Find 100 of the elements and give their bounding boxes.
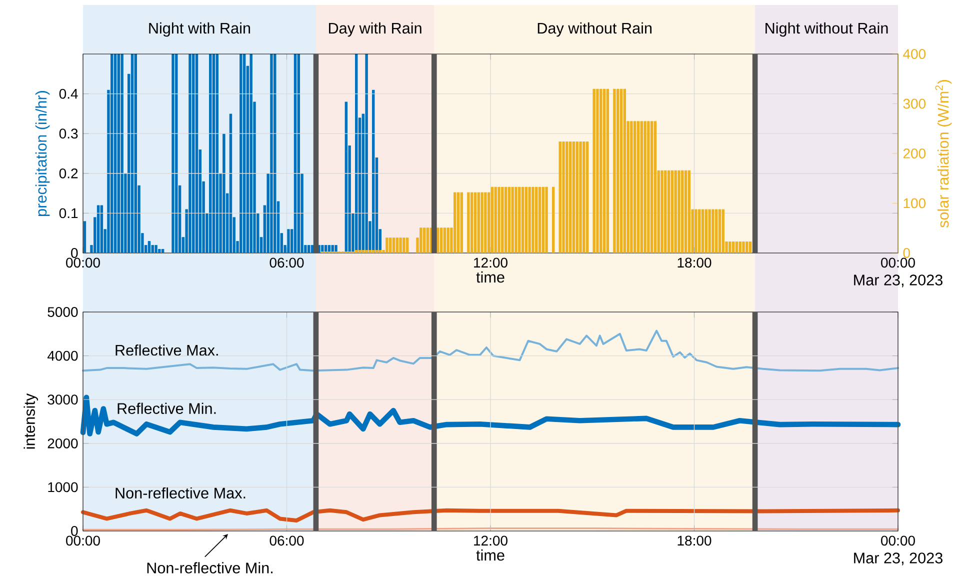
bar <box>568 142 572 253</box>
bar <box>294 54 297 253</box>
bar <box>718 209 722 253</box>
bar <box>620 88 623 253</box>
bar <box>514 186 518 253</box>
bar <box>212 54 216 253</box>
series-label: Reflective Max. <box>116 344 218 356</box>
bar <box>586 142 589 253</box>
y2-tick-label: 100 <box>904 198 926 208</box>
bar <box>714 209 718 253</box>
bar <box>96 205 100 253</box>
bar <box>287 229 290 253</box>
bar <box>623 88 626 253</box>
bar <box>600 88 602 253</box>
bar <box>83 221 86 253</box>
bar <box>518 186 521 253</box>
bar <box>250 54 252 253</box>
bar <box>524 186 528 253</box>
bar <box>443 228 446 253</box>
bar <box>154 245 158 253</box>
y2-axis-title: solar radiation (W/m$^{2}$) <box>935 80 952 228</box>
text: Non-reflective Min. <box>147 562 272 574</box>
bar <box>521 186 524 253</box>
bar <box>392 238 396 253</box>
bar <box>647 121 650 253</box>
bar <box>362 250 365 253</box>
band-label: Night with Rain <box>149 22 250 37</box>
bar <box>440 228 443 253</box>
bar <box>120 54 124 253</box>
bar <box>420 228 422 253</box>
bar <box>748 242 752 253</box>
bar <box>114 54 117 253</box>
bar <box>579 142 582 253</box>
bar <box>712 209 714 253</box>
bar <box>208 54 212 253</box>
x-tick-label: 12:00 <box>474 536 508 546</box>
text: Mar 23, 2023 <box>854 552 942 566</box>
bar <box>728 242 732 253</box>
bar <box>508 186 511 253</box>
bar <box>613 88 616 253</box>
bar <box>344 102 348 253</box>
bar <box>722 209 724 253</box>
bar <box>636 121 640 253</box>
bar <box>242 54 246 253</box>
bar <box>110 54 114 253</box>
bar <box>664 170 667 253</box>
bar <box>192 54 195 253</box>
bar <box>602 88 606 253</box>
band-label: Day without Rain <box>538 22 652 37</box>
bar <box>229 114 232 253</box>
bar <box>270 54 273 253</box>
bar <box>606 88 610 253</box>
bar <box>498 186 500 253</box>
bar <box>678 170 680 253</box>
y-axis-title: intensity <box>24 393 38 449</box>
y-tick-label: 0 <box>71 526 78 536</box>
bar <box>386 238 388 253</box>
x-axis-title: time <box>476 549 504 561</box>
bar <box>701 209 704 253</box>
bar <box>426 228 430 253</box>
bar <box>746 242 748 253</box>
x-tick-label: 00:00 <box>881 536 915 546</box>
bar <box>616 88 620 253</box>
bar <box>566 142 568 253</box>
x-tick-label: 06:00 <box>270 536 304 546</box>
band-label: Night without Rain <box>766 22 888 37</box>
bar <box>396 238 398 253</box>
bar <box>216 54 219 253</box>
y-tick-label: 0.3 <box>59 128 78 139</box>
y-tick-label: 0.1 <box>59 208 78 218</box>
band-label: Day with Rain <box>329 22 422 37</box>
bar <box>670 170 674 253</box>
y-tick-label: 0.4 <box>59 88 78 99</box>
bar <box>372 250 375 253</box>
bar <box>742 242 745 253</box>
bar <box>552 186 555 253</box>
bar <box>528 186 531 253</box>
bar <box>172 54 174 253</box>
bar <box>477 192 480 253</box>
y2-tick-label: 300 <box>903 98 926 109</box>
bar <box>297 54 300 253</box>
bar <box>688 170 691 253</box>
bar <box>175 54 178 253</box>
series-label: Reflective Min. <box>118 402 216 414</box>
bar <box>195 54 198 253</box>
x-tick-label: 00:00 <box>66 536 100 546</box>
x-tick-label: 18:00 <box>678 536 712 546</box>
text: Mar 23, 2023 <box>854 274 942 288</box>
bar <box>470 192 474 253</box>
bar <box>474 192 477 253</box>
y2-tick-label: 200 <box>903 148 926 158</box>
bar <box>368 250 372 253</box>
x-tick-label: 12:00 <box>474 258 508 268</box>
bar <box>274 54 276 253</box>
y-tick-label: 3000 <box>48 394 78 405</box>
bar <box>504 186 508 253</box>
bar <box>572 142 576 253</box>
bar <box>501 186 504 253</box>
bar <box>188 54 192 253</box>
y-tick-label: 0.2 <box>59 168 78 178</box>
